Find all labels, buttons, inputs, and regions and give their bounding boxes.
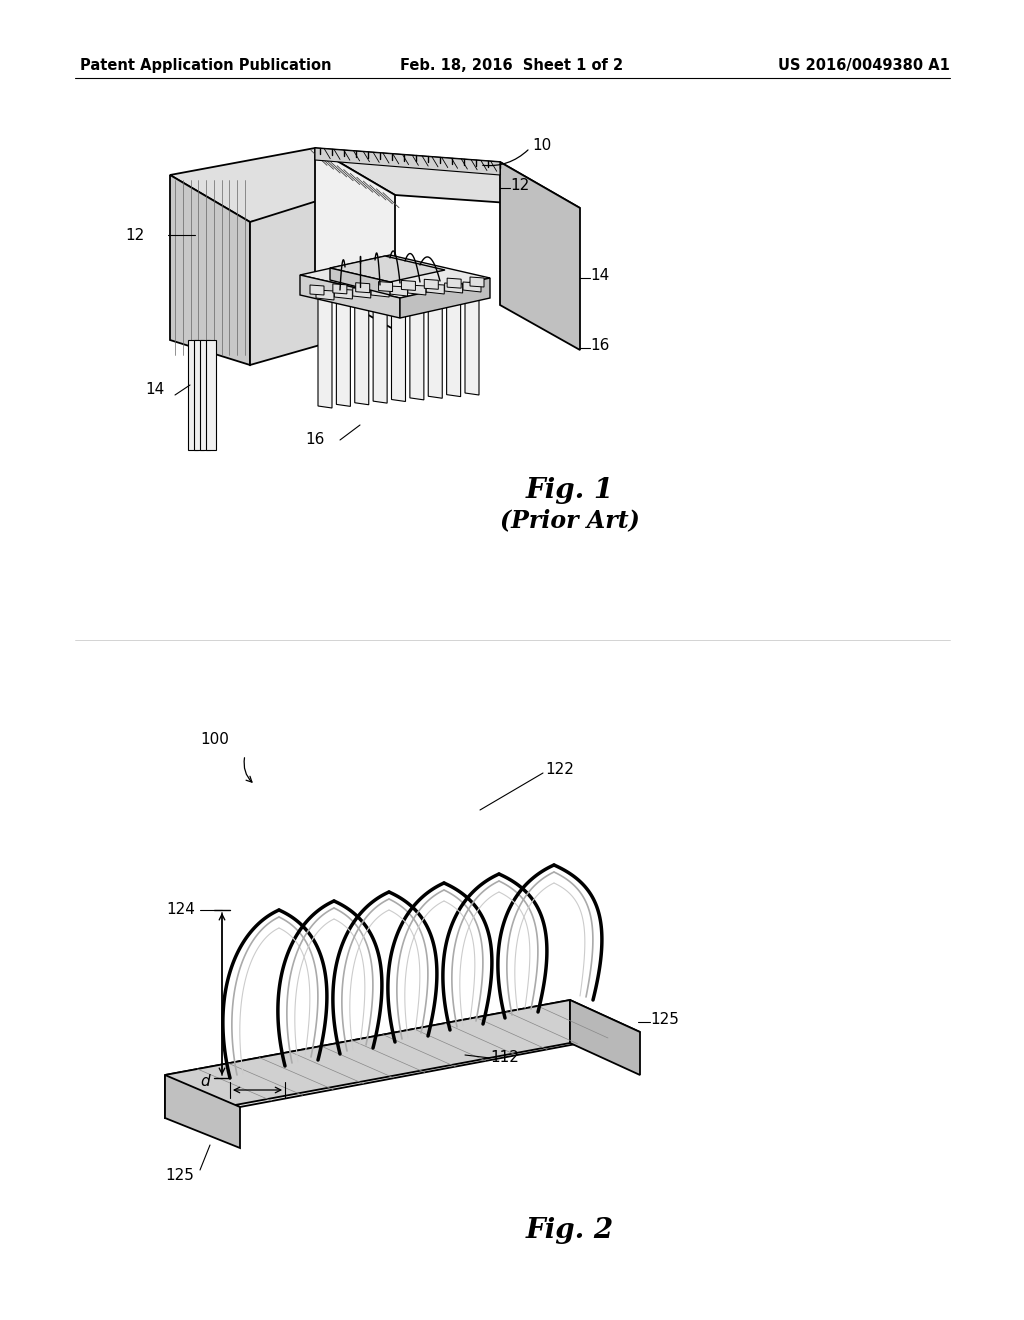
Polygon shape (165, 1001, 570, 1118)
Polygon shape (446, 290, 461, 396)
Polygon shape (300, 275, 400, 318)
Polygon shape (426, 284, 444, 294)
Polygon shape (391, 294, 406, 401)
Polygon shape (379, 281, 392, 292)
Polygon shape (336, 297, 350, 407)
Polygon shape (447, 279, 461, 288)
Text: d: d (201, 1074, 210, 1089)
Polygon shape (330, 256, 445, 282)
Polygon shape (333, 284, 347, 294)
Polygon shape (470, 277, 484, 286)
Polygon shape (444, 282, 463, 293)
Polygon shape (371, 286, 389, 297)
Polygon shape (410, 293, 424, 400)
Polygon shape (335, 289, 352, 300)
Polygon shape (352, 288, 371, 298)
Text: Patent Application Publication: Patent Application Publication (80, 58, 332, 73)
Polygon shape (194, 341, 204, 450)
Text: 125: 125 (165, 1167, 194, 1183)
Polygon shape (401, 280, 416, 290)
Text: 124: 124 (166, 903, 195, 917)
Polygon shape (250, 201, 319, 366)
Polygon shape (206, 341, 216, 450)
Polygon shape (315, 148, 580, 209)
Polygon shape (500, 162, 580, 350)
Text: 112: 112 (490, 1051, 519, 1065)
Text: 100: 100 (200, 733, 229, 747)
Polygon shape (188, 341, 198, 450)
Polygon shape (408, 285, 426, 294)
Polygon shape (170, 176, 250, 366)
Polygon shape (389, 286, 408, 296)
Polygon shape (165, 1001, 640, 1107)
Polygon shape (570, 1001, 640, 1074)
Polygon shape (300, 255, 490, 298)
Polygon shape (355, 282, 370, 293)
Polygon shape (315, 148, 500, 176)
Polygon shape (330, 268, 390, 294)
Text: 122: 122 (545, 763, 573, 777)
Polygon shape (354, 296, 369, 405)
Polygon shape (424, 280, 438, 289)
Text: 14: 14 (590, 268, 609, 282)
Polygon shape (465, 290, 479, 395)
Text: 12: 12 (510, 177, 529, 193)
Text: 14: 14 (145, 383, 164, 397)
Polygon shape (310, 285, 324, 294)
Polygon shape (463, 282, 481, 292)
Polygon shape (170, 148, 395, 222)
Polygon shape (200, 341, 210, 450)
Text: 12: 12 (125, 227, 144, 243)
Text: US 2016/0049380 A1: US 2016/0049380 A1 (778, 58, 950, 73)
Text: Fig. 2: Fig. 2 (526, 1217, 614, 1243)
Text: Feb. 18, 2016  Sheet 1 of 2: Feb. 18, 2016 Sheet 1 of 2 (400, 58, 624, 73)
Polygon shape (315, 148, 395, 330)
Text: 10: 10 (532, 137, 551, 153)
Text: 16: 16 (590, 338, 609, 352)
Polygon shape (428, 292, 442, 399)
Polygon shape (316, 290, 334, 300)
Polygon shape (318, 298, 332, 408)
Polygon shape (400, 279, 490, 318)
Text: 16: 16 (305, 433, 325, 447)
Text: (Prior Art): (Prior Art) (500, 508, 640, 532)
Text: Fig. 1: Fig. 1 (526, 477, 614, 503)
Text: 125: 125 (650, 1012, 679, 1027)
Polygon shape (165, 1074, 240, 1148)
Polygon shape (373, 294, 387, 403)
